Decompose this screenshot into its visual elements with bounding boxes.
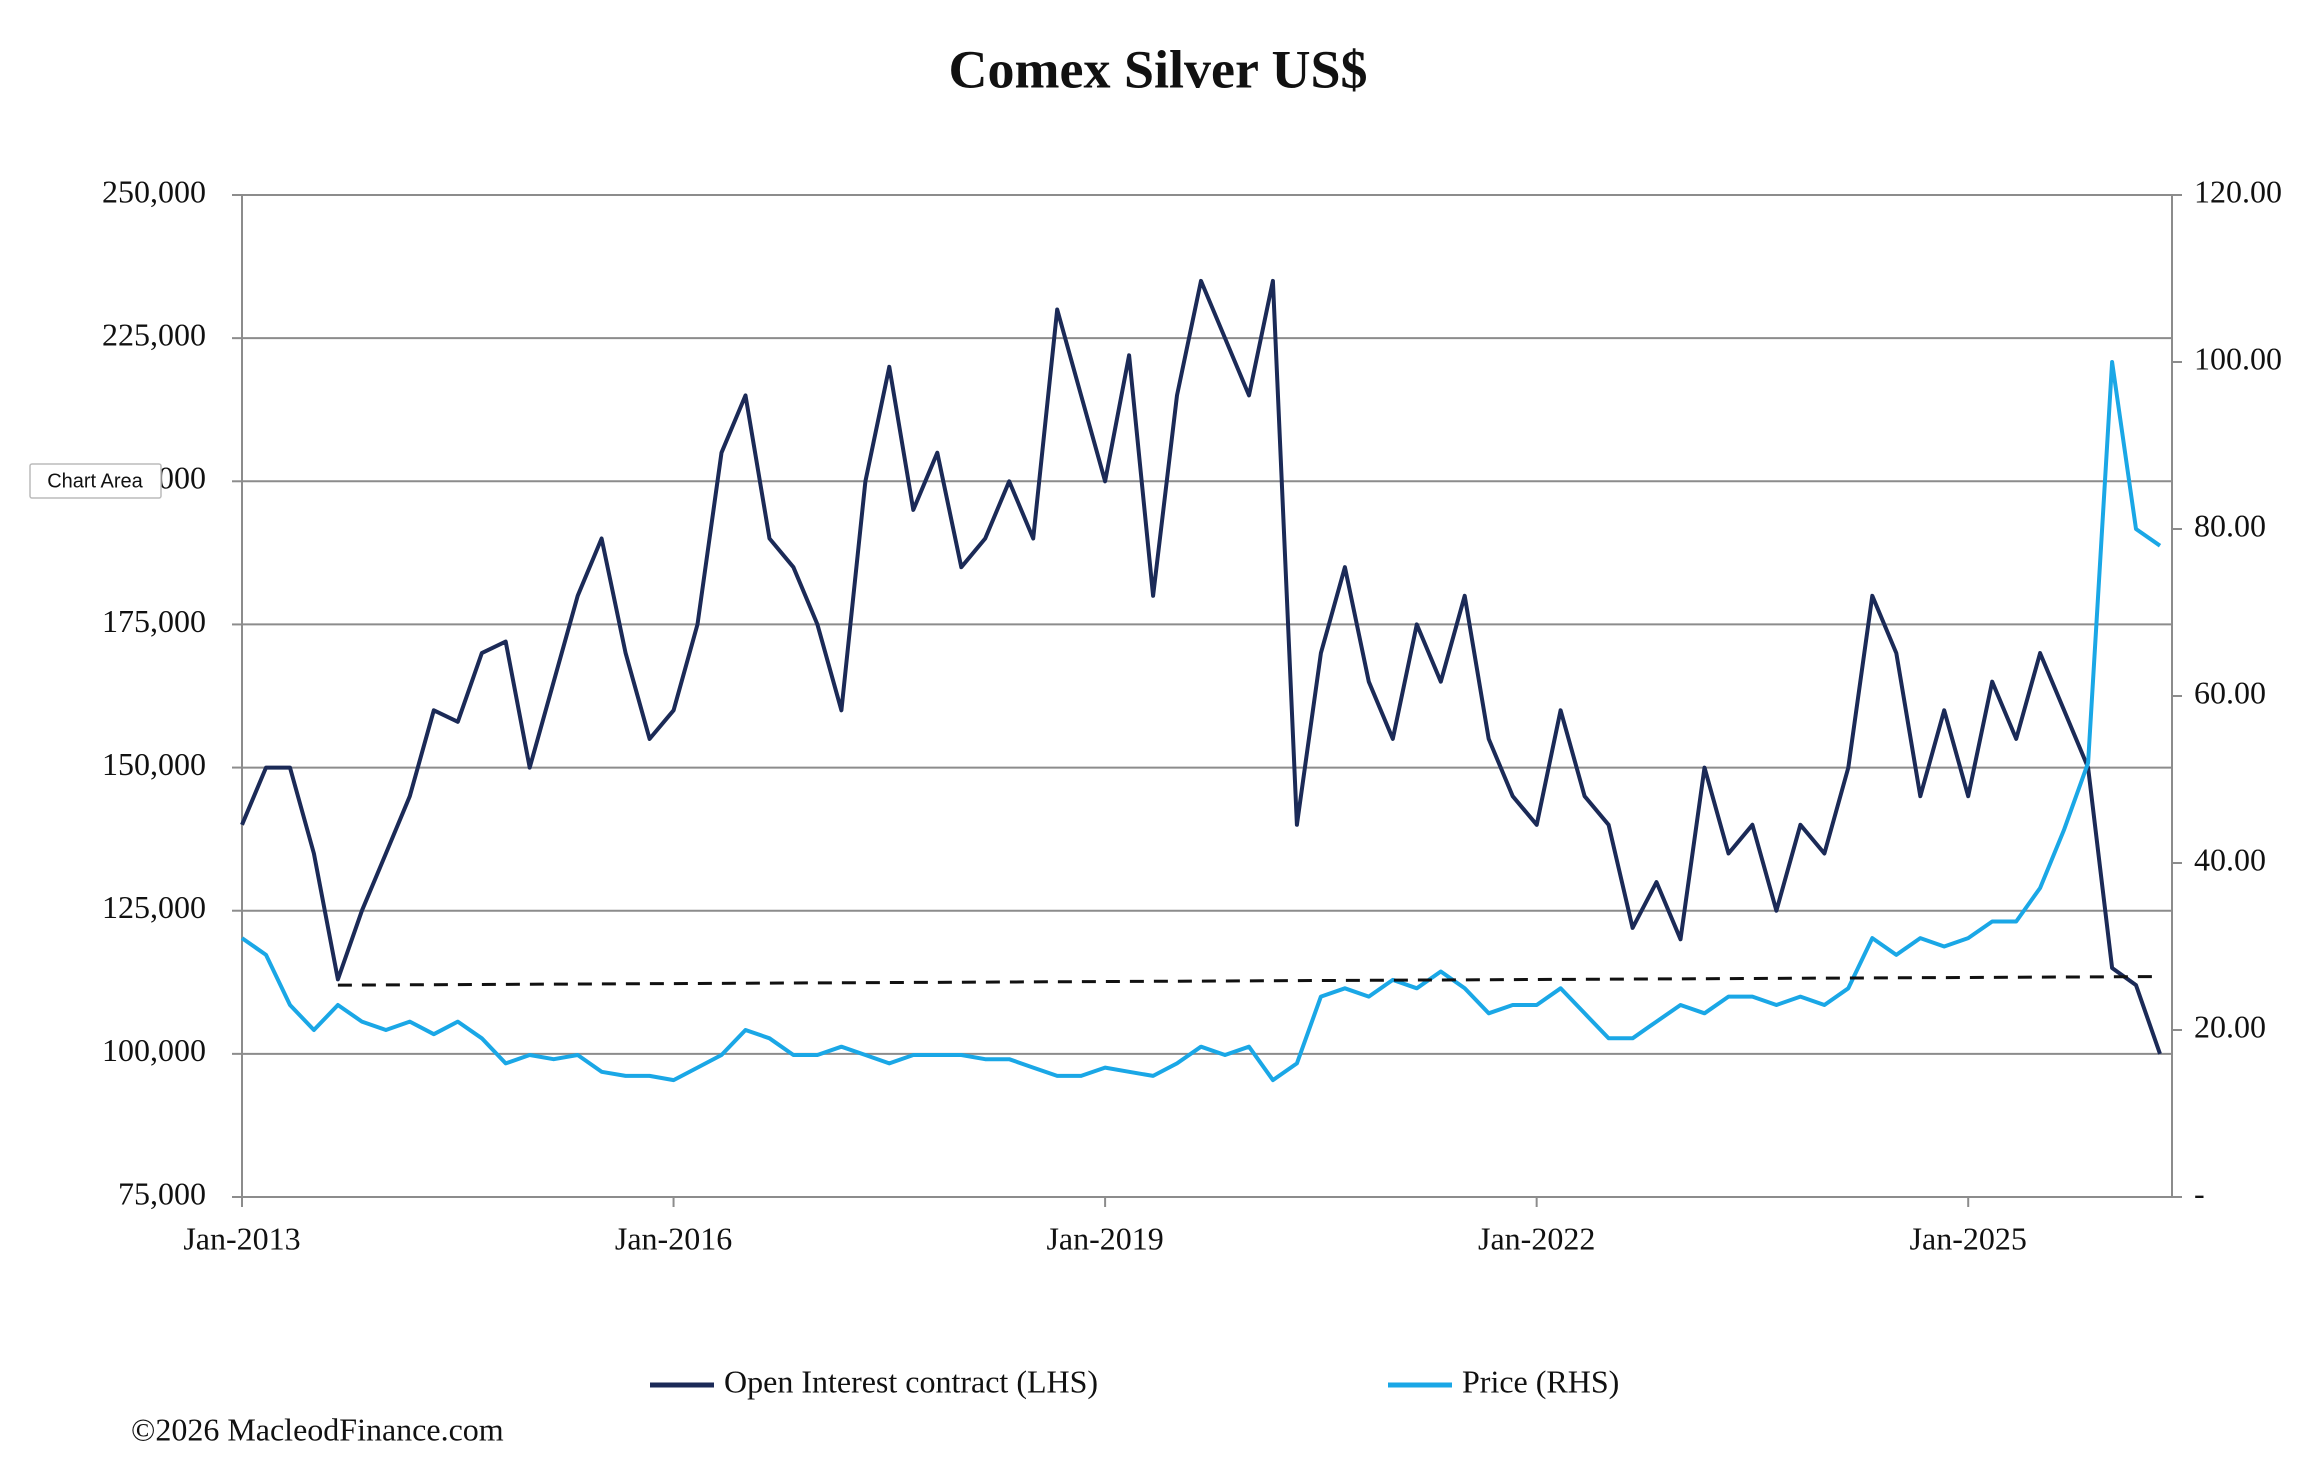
reference-line bbox=[337, 975, 2161, 987]
y2-tick-label: 120.00 bbox=[2194, 173, 2282, 209]
y-tick-label: 100,000 bbox=[102, 1032, 206, 1068]
y-tick-label: 150,000 bbox=[102, 746, 206, 782]
y2-tick-label: 100.00 bbox=[2194, 340, 2282, 376]
y-tick-label: 125,000 bbox=[102, 889, 206, 925]
y-tick-label: 75,000 bbox=[118, 1175, 206, 1211]
legend-label: Open Interest contract (LHS) bbox=[724, 1363, 1098, 1399]
y2-tick-label: 20.00 bbox=[2194, 1008, 2266, 1044]
y2-tick-label: 60.00 bbox=[2194, 674, 2266, 710]
chart-title: Comex Silver US$ bbox=[949, 39, 1368, 99]
y2-tick-label: 80.00 bbox=[2194, 507, 2266, 543]
data-line bbox=[240, 278, 2162, 1055]
x-tick-label: Jan-2013 bbox=[183, 1220, 300, 1256]
y-tick-label: 250,000 bbox=[102, 173, 206, 209]
x-tick-label: Jan-2016 bbox=[615, 1220, 732, 1256]
tooltip: Chart Area bbox=[29, 463, 162, 499]
x-tick-label: Jan-2025 bbox=[1910, 1220, 2027, 1256]
legend-label: Price (RHS) bbox=[1462, 1363, 1619, 1399]
y-tick-label: 225,000 bbox=[102, 316, 206, 352]
y-tick-label: 175,000 bbox=[102, 603, 206, 639]
footer: ©2026 MacleodFinance.com bbox=[131, 1411, 504, 1447]
x-tick-label: Jan-2022 bbox=[1478, 1220, 1595, 1256]
tooltip-box bbox=[29, 463, 162, 499]
data-line bbox=[240, 360, 2162, 1083]
tooltip-text: Chart Area bbox=[47, 470, 143, 492]
y2-tick-label: 40.00 bbox=[2194, 841, 2266, 877]
y2-tick-label: - bbox=[2194, 1175, 2205, 1211]
x-tick-label: Jan-2019 bbox=[1046, 1220, 1163, 1256]
